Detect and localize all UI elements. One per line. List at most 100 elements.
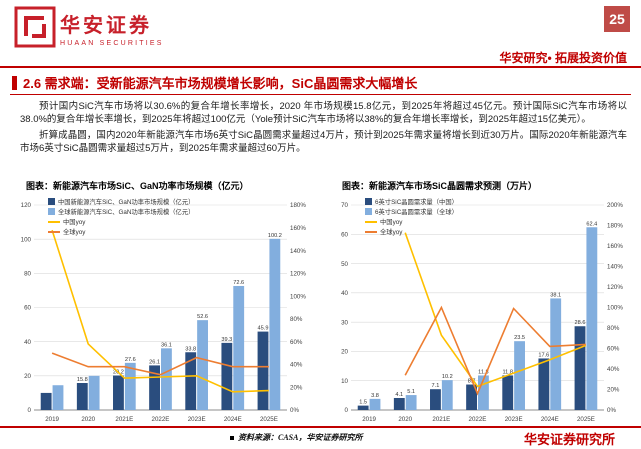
yoy-line (51, 352, 269, 376)
chart-left-legend: 中国新能源汽车SiC、GaN功率市场规模（亿元） 全球新能源汽车SiC、GaN功率… (48, 197, 194, 236)
legend-label: 6英寸SiC晶圆需求量（中国） (375, 199, 458, 206)
y2-axis-label: 180% (607, 223, 623, 230)
section-title-row: 2.6 需求端：受新能源汽车市场规模增长影响，SiC晶圆需求大幅增长 (12, 73, 417, 92)
x-axis-label: 2020 (81, 416, 95, 423)
legend-label: 全球yoy (63, 229, 86, 236)
bar-value-label: 52.6 (197, 314, 208, 320)
page-number-badge: 25 (604, 6, 630, 32)
y2-axis-label: 200% (607, 202, 623, 209)
y2-axis-label: 100% (290, 293, 306, 300)
y-axis-label: 20 (341, 349, 348, 356)
chart-bar (405, 395, 417, 410)
legend-item: 全球yoy (365, 227, 458, 236)
legend-label: 中国新能源汽车SiC、GaN功率市场规模（亿元） (58, 199, 195, 206)
bar-value-label: 10.2 (442, 374, 453, 380)
x-axis-label: 2024E (224, 416, 242, 423)
bar-value-label: 36.1 (161, 342, 172, 348)
chart-bar (466, 384, 477, 410)
source-bullet-icon (230, 435, 234, 440)
brand-block: 华安证券 HUAAN SECURITIES (60, 9, 164, 47)
brand-name-en: HUAAN SECURITIES (60, 40, 164, 47)
legend-swatch-line-icon (48, 230, 60, 233)
legend-swatch-line-icon (365, 220, 377, 223)
legend-swatch-bar (48, 198, 55, 205)
bar-value-label: 72.6 (233, 280, 244, 286)
y-axis-label: 70 (341, 202, 348, 209)
legend-swatch-bar (365, 208, 372, 215)
x-axis-label: 2025E (577, 416, 595, 423)
x-axis-label: 2024E (541, 416, 559, 423)
chart-bar (197, 320, 208, 410)
bar-value-label: 11.8 (502, 369, 512, 375)
y2-axis-label: 100% (607, 305, 623, 312)
y2-axis-label: 40% (607, 366, 620, 373)
chart-left-canvas: 0 20 40 60 80 100 120 0% 20% 40% 60% 80% 100% 120% 140… (21, 202, 307, 423)
x-axis-label: 2025E (260, 416, 278, 423)
x-axis-label: 2023E (505, 416, 523, 423)
chart-bar (149, 365, 160, 410)
legend-item: 6英寸SiC晶圆需求量（中国） (365, 197, 458, 206)
y-axis-label: 80 (24, 271, 31, 278)
legend-label: 全球新能源汽车SiC、GaN功率市场规模（亿元） (58, 209, 195, 216)
chart-bar (550, 298, 562, 410)
legend-item: 全球yoy (48, 227, 194, 236)
y-axis-label: 0 (345, 407, 349, 414)
y2-axis-label: 160% (290, 225, 306, 232)
legend-swatch-bar (365, 198, 372, 205)
y-axis-label: 100 (21, 236, 32, 243)
y2-axis-label: 0% (607, 407, 616, 414)
bar-value-label: 27.6 (125, 357, 136, 363)
y2-axis-label: 180% (290, 202, 306, 209)
chart-bar (40, 392, 52, 410)
legend-swatch-bar (48, 208, 55, 215)
chart-bar (161, 348, 172, 410)
chart-bar (113, 375, 124, 410)
x-axis-label: 2022E (469, 416, 487, 423)
source-note: 资料来源：CASA，华安证券研究所 (230, 432, 362, 443)
y-axis-label: 20 (24, 373, 31, 380)
chart-bar (430, 389, 441, 410)
chart-bar (586, 227, 598, 410)
body-paragraph-1: 预计国内SiC汽车市场将以30.6%的复合年增长率增长，2020 年市场规模15… (20, 101, 627, 125)
y2-axis-label: 120% (290, 271, 306, 278)
chart-bar (369, 398, 381, 410)
chart-bar (221, 342, 233, 410)
y2-axis-label: 80% (290, 316, 303, 323)
legend-item: 6英寸SiC晶圆需求量（全球） (365, 207, 458, 216)
y-axis-label: 10 (341, 378, 348, 385)
y2-axis-label: 20% (290, 384, 303, 391)
legend-label: 6英寸SiC晶圆需求量（全球） (375, 209, 458, 216)
x-axis-label: 2020 (398, 416, 412, 423)
bar-value-label: 28.6 (575, 320, 586, 326)
chart-title-left: 图表：新能源汽车市场SiC、GaN功率市场规模（亿元） (26, 181, 249, 191)
bar-value-label: 45.9 (258, 326, 269, 332)
y-axis-label: 60 (341, 231, 348, 238)
header-divider (0, 66, 641, 68)
legend-label: 全球yoy (380, 229, 403, 236)
chart-bar (574, 326, 586, 410)
y-axis-label: 30 (341, 319, 348, 326)
bar-value-label: 4.1 (395, 392, 403, 398)
legend-swatch-line-icon (365, 230, 377, 233)
y2-axis-label: 60% (607, 346, 620, 353)
title-underline (10, 94, 631, 95)
bar-value-label: 39.3 (221, 337, 232, 343)
legend-label: 中国yoy (380, 219, 403, 226)
chart-right-canvas: 0 10 20 30 40 50 60 70 0% 20% 40% 60% 80% 100% 120% 140… (341, 202, 623, 423)
footer-divider (0, 426, 641, 428)
chart-bar (478, 375, 489, 410)
bar-value-label: 17.6 (538, 352, 549, 358)
chart-bar (393, 397, 405, 410)
y2-axis-label: 20% (607, 387, 620, 394)
y2-axis-label: 160% (607, 243, 623, 250)
y2-axis-label: 140% (290, 248, 306, 255)
y-axis-label: 50 (341, 261, 348, 268)
bar-value-label: 1.5 (359, 400, 367, 406)
source-text: 资料来源：CASA，华安证券研究所 (238, 433, 363, 442)
chart-bar (257, 331, 269, 410)
body-paragraph-2: 折算成晶圆，国内2020年新能源汽车市场6英寸SiC晶圆需求量超过4万片，预计到… (20, 130, 627, 154)
section-title: 2.6 需求端：受新能源汽车市场规模增长影响，SiC晶圆需求大幅增长 (23, 76, 418, 91)
legend-item: 中国新能源汽车SiC、GaN功率市场规模（亿元） (48, 197, 194, 206)
chart-bar (441, 380, 453, 410)
